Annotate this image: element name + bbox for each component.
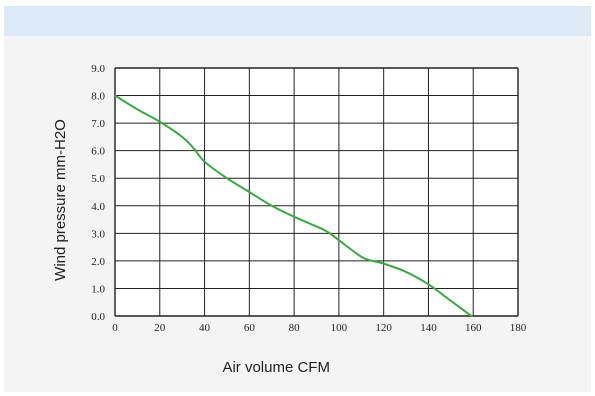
y-tick-label: 8.0 [91,91,105,103]
y-tick-label: 7.0 [91,118,105,130]
y-tick-label: 1.0 [91,283,105,295]
x-tick-label: 40 [199,322,211,334]
grid-lines [114,67,519,317]
y-axis-title: Wind pressure mm-H2O [52,119,69,281]
y-tick-label: 0.0 [91,311,105,323]
y-tick-label: 9.0 [91,63,105,75]
pressure-curve [114,94,475,317]
x-tick-label: 80 [289,322,301,334]
x-tick-label: 20 [154,322,166,334]
x-tick-label: 0 [112,322,118,334]
x-tick-label: 140 [420,322,437,334]
x-tick-label: 100 [331,322,348,334]
y-tick-label: 6.0 [91,146,105,158]
x-tick-label: 160 [465,322,482,334]
y-tick-label: 4.0 [91,201,105,213]
y-tick-label: 3.0 [91,228,105,240]
y-tick-label: 2.0 [91,256,105,268]
plot-area [115,68,518,316]
y-tick-labels: 0.0 1.0 2.0 3.0 4.0 5.0 6.0 7.0 8.0 9.0 [91,63,105,323]
x-tick-label: 120 [375,322,392,334]
x-axis-title: Air volume CFM [222,359,330,376]
x-tick-labels: 0 20 40 60 80 100 120 140 160 180 [112,322,527,334]
header-band [4,6,591,36]
x-tick-label: 60 [244,322,256,334]
y-tick-label: 5.0 [91,173,105,185]
x-tick-label: 180 [510,322,527,334]
